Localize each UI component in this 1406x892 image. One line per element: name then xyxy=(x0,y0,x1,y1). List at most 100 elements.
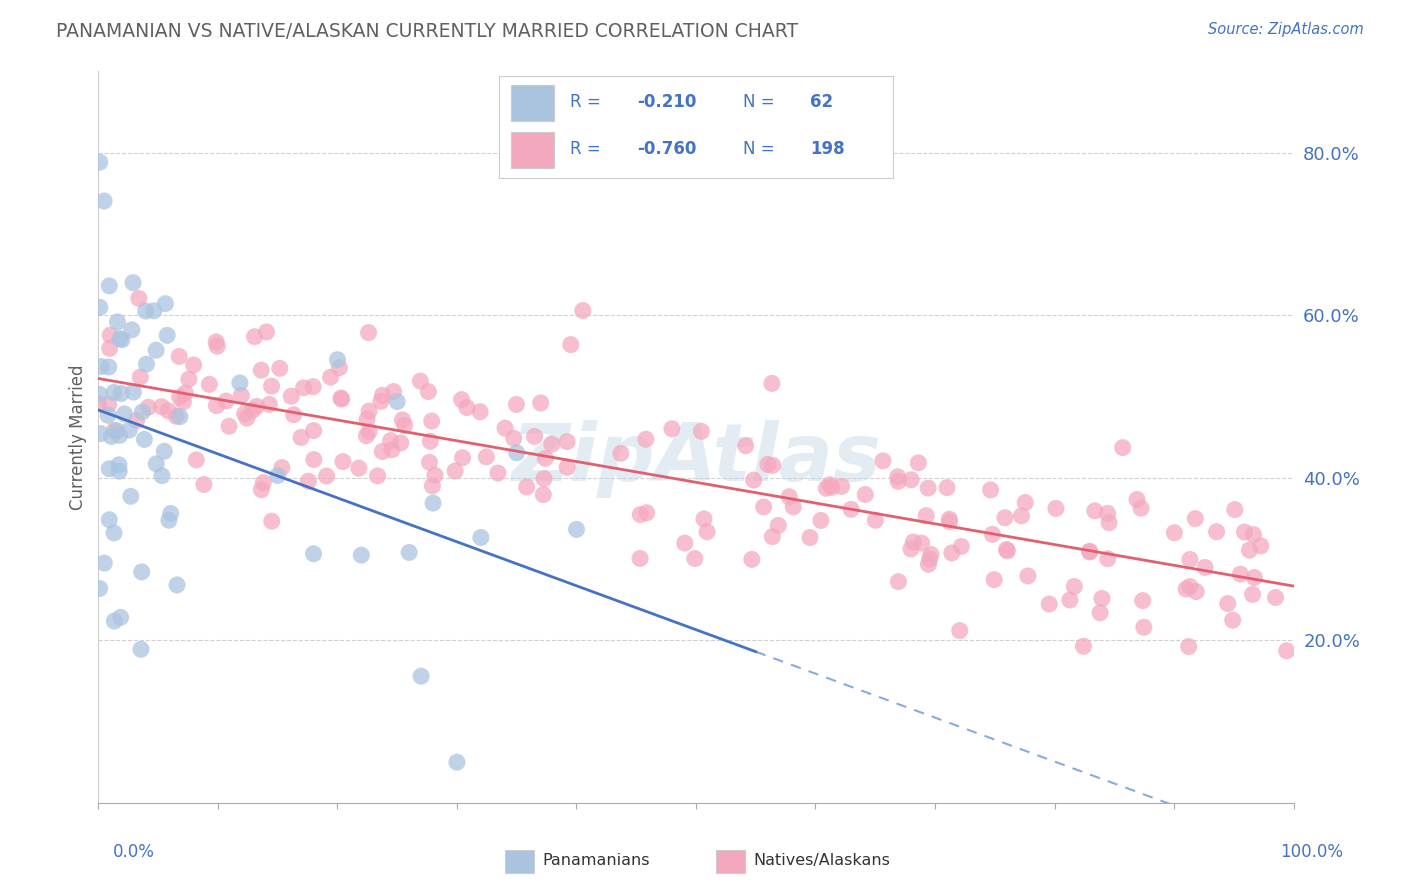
Point xyxy=(839,502,862,516)
Point xyxy=(1222,613,1244,627)
Point xyxy=(243,329,266,343)
Point xyxy=(159,507,181,521)
Point xyxy=(97,397,120,411)
Point xyxy=(186,453,208,467)
Point xyxy=(531,487,554,501)
Point xyxy=(903,535,925,549)
Point xyxy=(634,432,657,446)
Point xyxy=(983,573,1005,587)
Point xyxy=(250,483,273,497)
Point xyxy=(530,396,553,410)
Point xyxy=(917,481,939,495)
Point xyxy=(359,404,381,418)
Point xyxy=(981,527,1004,541)
Point xyxy=(98,513,121,527)
Point xyxy=(131,565,153,579)
Point xyxy=(89,155,111,169)
Point xyxy=(502,431,524,445)
Point xyxy=(236,411,259,425)
Point xyxy=(150,400,173,414)
Point xyxy=(752,500,775,514)
Point xyxy=(1243,570,1265,584)
Point xyxy=(865,513,887,527)
Point xyxy=(1205,524,1227,539)
Point xyxy=(1250,539,1272,553)
Point xyxy=(636,506,658,520)
Point xyxy=(1088,606,1111,620)
Point xyxy=(1078,545,1101,559)
Point xyxy=(260,514,283,528)
Text: 198: 198 xyxy=(810,140,845,158)
Point xyxy=(411,669,433,683)
Point xyxy=(380,434,402,448)
Y-axis label: Currently Married: Currently Married xyxy=(69,364,87,510)
Point xyxy=(329,391,352,405)
Point xyxy=(89,582,111,596)
Point xyxy=(673,536,696,550)
Point xyxy=(145,343,167,358)
Point xyxy=(242,403,264,417)
Point xyxy=(734,439,756,453)
Text: 100.0%: 100.0% xyxy=(1279,843,1343,861)
Point xyxy=(1216,597,1239,611)
Point xyxy=(120,489,142,503)
Point xyxy=(157,404,180,418)
Point xyxy=(468,405,491,419)
Point xyxy=(121,323,143,337)
Point xyxy=(1130,501,1153,516)
Point xyxy=(267,468,290,483)
Point xyxy=(198,377,221,392)
Point xyxy=(105,424,128,438)
Point xyxy=(690,425,713,439)
Point xyxy=(359,425,381,439)
Point xyxy=(193,477,215,491)
Point xyxy=(887,470,910,484)
Point xyxy=(90,426,112,441)
Point xyxy=(555,434,578,449)
Point xyxy=(172,394,194,409)
Point xyxy=(297,474,319,488)
Point xyxy=(326,352,349,367)
Point xyxy=(470,531,492,545)
Point xyxy=(475,450,498,464)
Point xyxy=(1133,620,1156,634)
Text: Source: ZipAtlas.com: Source: ZipAtlas.com xyxy=(1208,22,1364,37)
Point xyxy=(381,442,404,457)
Point xyxy=(371,444,394,458)
Point xyxy=(250,363,273,377)
Point xyxy=(90,359,112,374)
Point xyxy=(332,454,354,468)
Point xyxy=(1063,580,1085,594)
Point xyxy=(918,552,941,566)
Point xyxy=(917,558,939,572)
Point xyxy=(1178,580,1201,594)
Point xyxy=(1163,525,1185,540)
Point xyxy=(155,296,177,310)
Point xyxy=(1175,582,1198,596)
Point xyxy=(129,370,152,384)
Point xyxy=(145,457,167,471)
Point xyxy=(494,421,516,435)
Point xyxy=(628,508,651,522)
Point xyxy=(610,446,633,460)
Point xyxy=(418,384,440,399)
Point xyxy=(150,468,173,483)
Point xyxy=(87,397,110,411)
Point xyxy=(821,480,844,494)
Point xyxy=(205,399,228,413)
Point xyxy=(422,496,444,510)
Point xyxy=(1126,492,1149,507)
Point xyxy=(205,334,228,349)
Point xyxy=(1078,544,1101,558)
Point xyxy=(1275,644,1298,658)
Point xyxy=(911,536,934,550)
Point xyxy=(246,400,269,414)
Point xyxy=(1184,511,1206,525)
Point xyxy=(315,469,337,483)
Point xyxy=(302,452,325,467)
Point xyxy=(256,325,278,339)
Text: -0.760: -0.760 xyxy=(637,140,696,158)
Point xyxy=(107,315,129,329)
Point xyxy=(1011,508,1033,523)
Point xyxy=(887,574,910,589)
